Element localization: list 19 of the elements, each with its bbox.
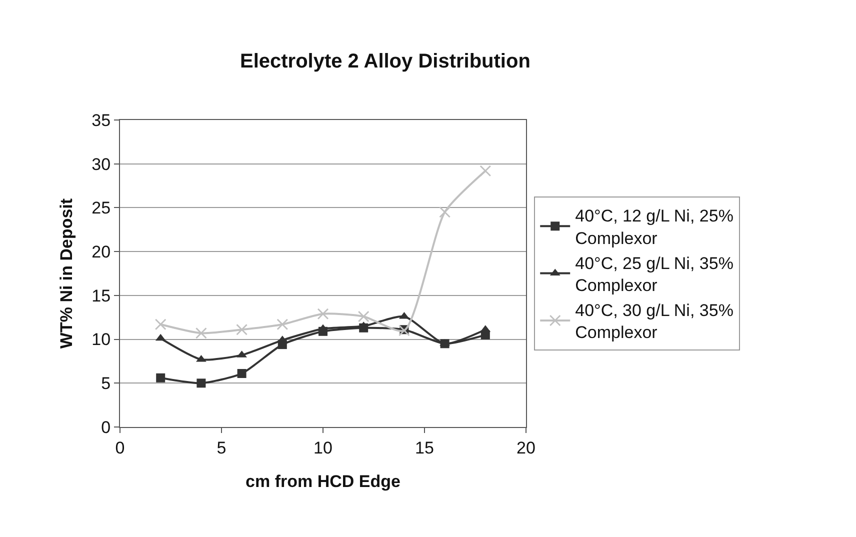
x-tick-label: 0 xyxy=(115,438,125,458)
y-axis-title: WT% Ni in Deposit xyxy=(57,198,76,349)
y-tick-label: 0 xyxy=(101,418,111,437)
legend-label: 40°C, 25 g/L Ni, 35% Complexor xyxy=(575,254,734,295)
y-tick-label: 20 xyxy=(92,242,111,262)
legend-label: 40°C, 12 g/L Ni, 25% Complexor xyxy=(575,206,734,248)
y-tick-label: 25 xyxy=(92,198,111,218)
y-tick-label: 35 xyxy=(92,110,111,130)
legend-label: 40°C, 30 g/L Ni, 35% Complexor xyxy=(575,301,734,342)
chart-title: Electrolyte 2 Alloy Distribution xyxy=(240,50,530,73)
y-tick-label: 30 xyxy=(92,154,111,174)
x-tick-label: 10 xyxy=(314,438,332,458)
x-tick-label: 15 xyxy=(415,438,434,458)
y-tick-label: 10 xyxy=(92,330,111,350)
x-tick-label: 5 xyxy=(216,438,226,458)
y-tick-label: 15 xyxy=(92,286,111,306)
y-tick-label: 5 xyxy=(101,374,111,394)
x-axis-title: cm from HCD Edge xyxy=(246,472,400,491)
x-tick-label: 20 xyxy=(516,438,536,458)
